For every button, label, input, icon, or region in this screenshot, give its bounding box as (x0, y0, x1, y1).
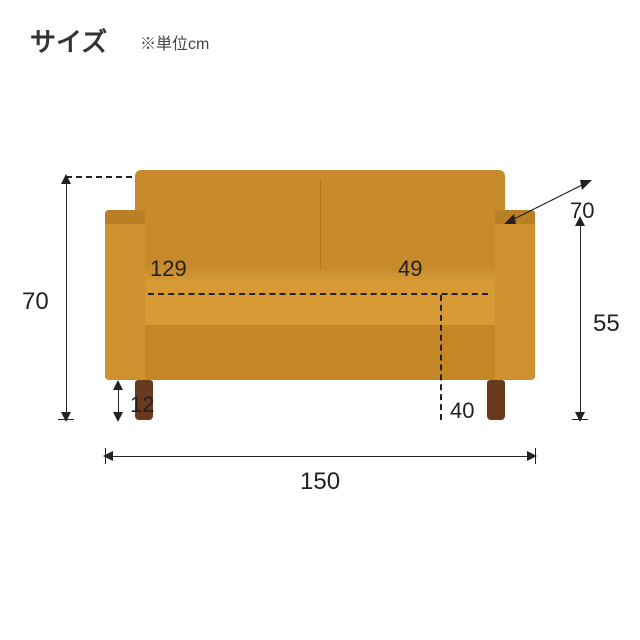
dim-seat-height: 40 (450, 398, 474, 424)
arrow-up-icon (113, 380, 123, 390)
sofa-arm-left (105, 210, 145, 380)
sofa-base (105, 325, 535, 380)
tick (105, 448, 106, 464)
tick (58, 419, 74, 420)
dim-line-total-width (105, 456, 535, 457)
dim-seat-depth: 49 (398, 256, 422, 282)
guide-top-dashed (66, 176, 132, 178)
sofa-seat (135, 270, 505, 330)
arrow-up-icon (61, 174, 71, 184)
sofa-leg-right (487, 380, 505, 420)
sofa-backrest (135, 170, 505, 280)
dim-total-height: 70 (22, 288, 49, 316)
dim-total-width: 150 (300, 468, 340, 496)
dim-line-arm-height (580, 218, 581, 420)
dim-line-depth (500, 170, 620, 240)
sofa-illustration (105, 170, 535, 430)
arrow-up-icon (575, 216, 585, 226)
dim-line-seat-width (148, 293, 488, 295)
dim-arm-height: 55 (593, 310, 620, 338)
dim-leg-height: 12 (130, 392, 154, 418)
dim-line-seat-height (440, 295, 442, 420)
dim-line-total-height (66, 176, 67, 420)
tick (535, 448, 536, 464)
diagram-canvas: サイズ ※単位cm 70 129 49 70 55 40 12 (0, 0, 640, 640)
arrow-down-icon (575, 412, 585, 422)
arrow-down-icon (61, 412, 71, 422)
title: サイズ (30, 22, 107, 59)
dim-seat-width: 129 (150, 256, 187, 282)
unit-note: ※単位cm (140, 30, 209, 54)
tick (572, 419, 588, 420)
arrow-down-icon (113, 412, 123, 422)
